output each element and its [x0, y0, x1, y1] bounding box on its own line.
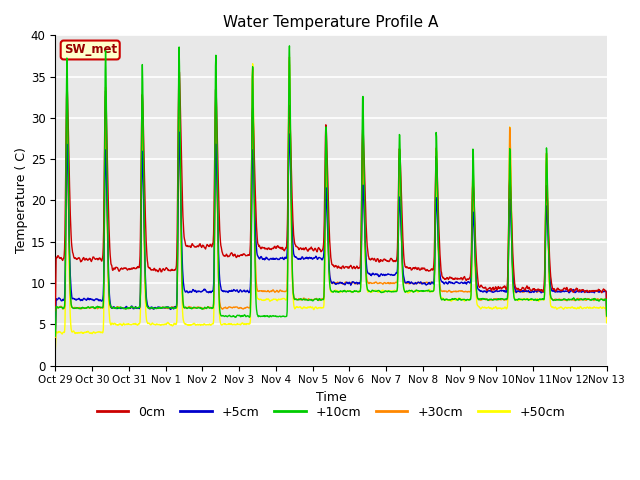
Text: SW_met: SW_met	[63, 44, 116, 57]
Title: Water Temperature Profile A: Water Temperature Profile A	[223, 15, 438, 30]
Y-axis label: Temperature ( C): Temperature ( C)	[15, 147, 28, 253]
X-axis label: Time: Time	[316, 391, 346, 404]
Legend: 0cm, +5cm, +10cm, +30cm, +50cm: 0cm, +5cm, +10cm, +30cm, +50cm	[92, 401, 570, 424]
